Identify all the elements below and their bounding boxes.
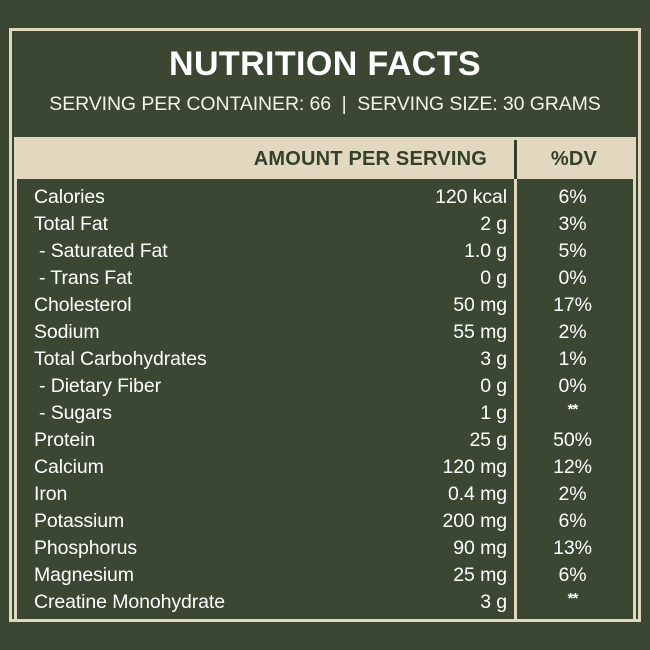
label-heading: NUTRITION FACTS SERVING PER CONTAINER: 6… xyxy=(0,0,650,115)
table-row: Phosphorus 90 mg 13% xyxy=(17,537,633,564)
nutrient-amount: 200 mg xyxy=(442,510,508,532)
table-row: - Dietary Fiber 0 g 0% xyxy=(17,375,633,402)
nutrient-amount: 120 mg xyxy=(442,456,508,478)
nutrient-amount: 3 g xyxy=(480,591,507,613)
nutrient-daily-value: 5% xyxy=(558,240,587,262)
table-row: Potassium 200 mg 6% xyxy=(17,510,633,537)
nutrient-daily-value: ** xyxy=(567,590,579,607)
nutrient-amount: 1.0 g xyxy=(464,240,507,262)
nutrient-amount: 55 mg xyxy=(453,321,507,343)
nutrient-name: Calcium xyxy=(34,456,104,478)
nutrient-name: - Trans Fat xyxy=(39,267,133,289)
nutrient-amount: 3 g xyxy=(480,348,507,370)
nutrient-amount: 2 g xyxy=(480,213,507,235)
nutrient-daily-value: 6% xyxy=(558,186,587,208)
table-row: Calories 120 kcal 6% xyxy=(17,186,633,213)
table-row: Creatine Monohydrate 3 g ** xyxy=(17,590,633,618)
nutrient-name: - Dietary Fiber xyxy=(39,375,162,397)
nutrient-name: Calories xyxy=(34,186,105,208)
nutrient-name: Potassium xyxy=(34,510,125,532)
nutrient-daily-value: 12% xyxy=(553,456,592,478)
nutrient-daily-value: ** xyxy=(567,401,579,418)
nutrient-name: Total Fat xyxy=(34,213,108,235)
nutrient-amount: 50 mg xyxy=(453,294,507,316)
nutrient-name: Phosphorus xyxy=(34,537,138,559)
page-title: NUTRITION FACTS xyxy=(169,45,481,83)
nutrient-name: Magnesium xyxy=(34,564,134,586)
table-row: Sodium 55 mg 2% xyxy=(17,321,633,348)
nutrient-amount: 90 mg xyxy=(453,537,507,559)
table-row: Total Carbohydrates 3 g 1% xyxy=(17,348,633,375)
nutrient-amount: 1 g xyxy=(480,402,507,424)
column-header-daily-value: %DV xyxy=(550,148,598,170)
serving-info-text: SERVING PER CONTAINER: 66 | SERVING SIZE… xyxy=(49,93,601,115)
nutrient-amount: 120 kcal xyxy=(435,186,507,208)
nutrient-name: Sodium xyxy=(34,321,100,343)
table-row: Magnesium 25 mg 6% xyxy=(17,564,633,591)
table-row: Calcium 120 mg 12% xyxy=(17,456,633,483)
nutrient-amount: 25 g xyxy=(469,429,507,451)
nutrient-amount: 0 g xyxy=(480,375,507,397)
table-row: - Sugars 1 g ** xyxy=(17,401,633,429)
nutrient-daily-value: 2% xyxy=(558,321,587,343)
table-header-row: AMOUNT PER SERVING %DV xyxy=(17,140,633,179)
nutrient-daily-value: 1% xyxy=(558,348,587,370)
table-row: - Saturated Fat 1.0 g 5% xyxy=(17,240,633,267)
table-row: Total Fat 2 g 3% xyxy=(17,213,633,240)
nutrient-name: - Sugars xyxy=(39,402,112,424)
nutrition-table: AMOUNT PER SERVING %DV Calories 120 kcal 6… xyxy=(14,137,636,622)
nutrient-daily-value: 0% xyxy=(558,375,587,397)
table-row: Cholesterol 50 mg 17% xyxy=(17,294,633,321)
table-row: - Trans Fat 0 g 0% xyxy=(17,267,633,294)
nutrient-name: Total Carbohydrates xyxy=(34,348,207,370)
nutrient-daily-value: 17% xyxy=(553,294,592,316)
nutrient-name: Protein xyxy=(34,429,96,451)
nutrient-name: Cholesterol xyxy=(34,294,132,316)
table-row: Protein 25 g 50% xyxy=(17,429,633,456)
table-row: Iron 0.4 mg 2% xyxy=(17,483,633,510)
table-body: Calories 120 kcal 6% Total Fat 2 g 3% - Satura… xyxy=(17,179,633,619)
body-column-divider xyxy=(514,179,517,619)
nutrient-amount: 0 g xyxy=(480,267,507,289)
nutrient-amount: 25 mg xyxy=(453,564,507,586)
nutrient-daily-value: 6% xyxy=(558,510,587,532)
nutrient-daily-value: 3% xyxy=(558,213,587,235)
nutrient-name: Iron xyxy=(34,483,68,505)
nutrient-name: Creatine Monohydrate xyxy=(34,591,225,613)
header-column-divider xyxy=(514,140,517,179)
nutrient-daily-value: 50% xyxy=(553,429,592,451)
nutrient-daily-value: 0% xyxy=(558,267,587,289)
column-header-amount-per-serving: AMOUNT PER SERVING xyxy=(253,148,487,170)
nutrient-daily-value: 2% xyxy=(558,483,587,505)
nutrient-daily-value: 13% xyxy=(553,537,592,559)
nutrient-name: - Saturated Fat xyxy=(39,240,168,262)
nutrient-daily-value: 6% xyxy=(558,564,587,586)
nutrient-amount: 0.4 mg xyxy=(447,483,507,505)
